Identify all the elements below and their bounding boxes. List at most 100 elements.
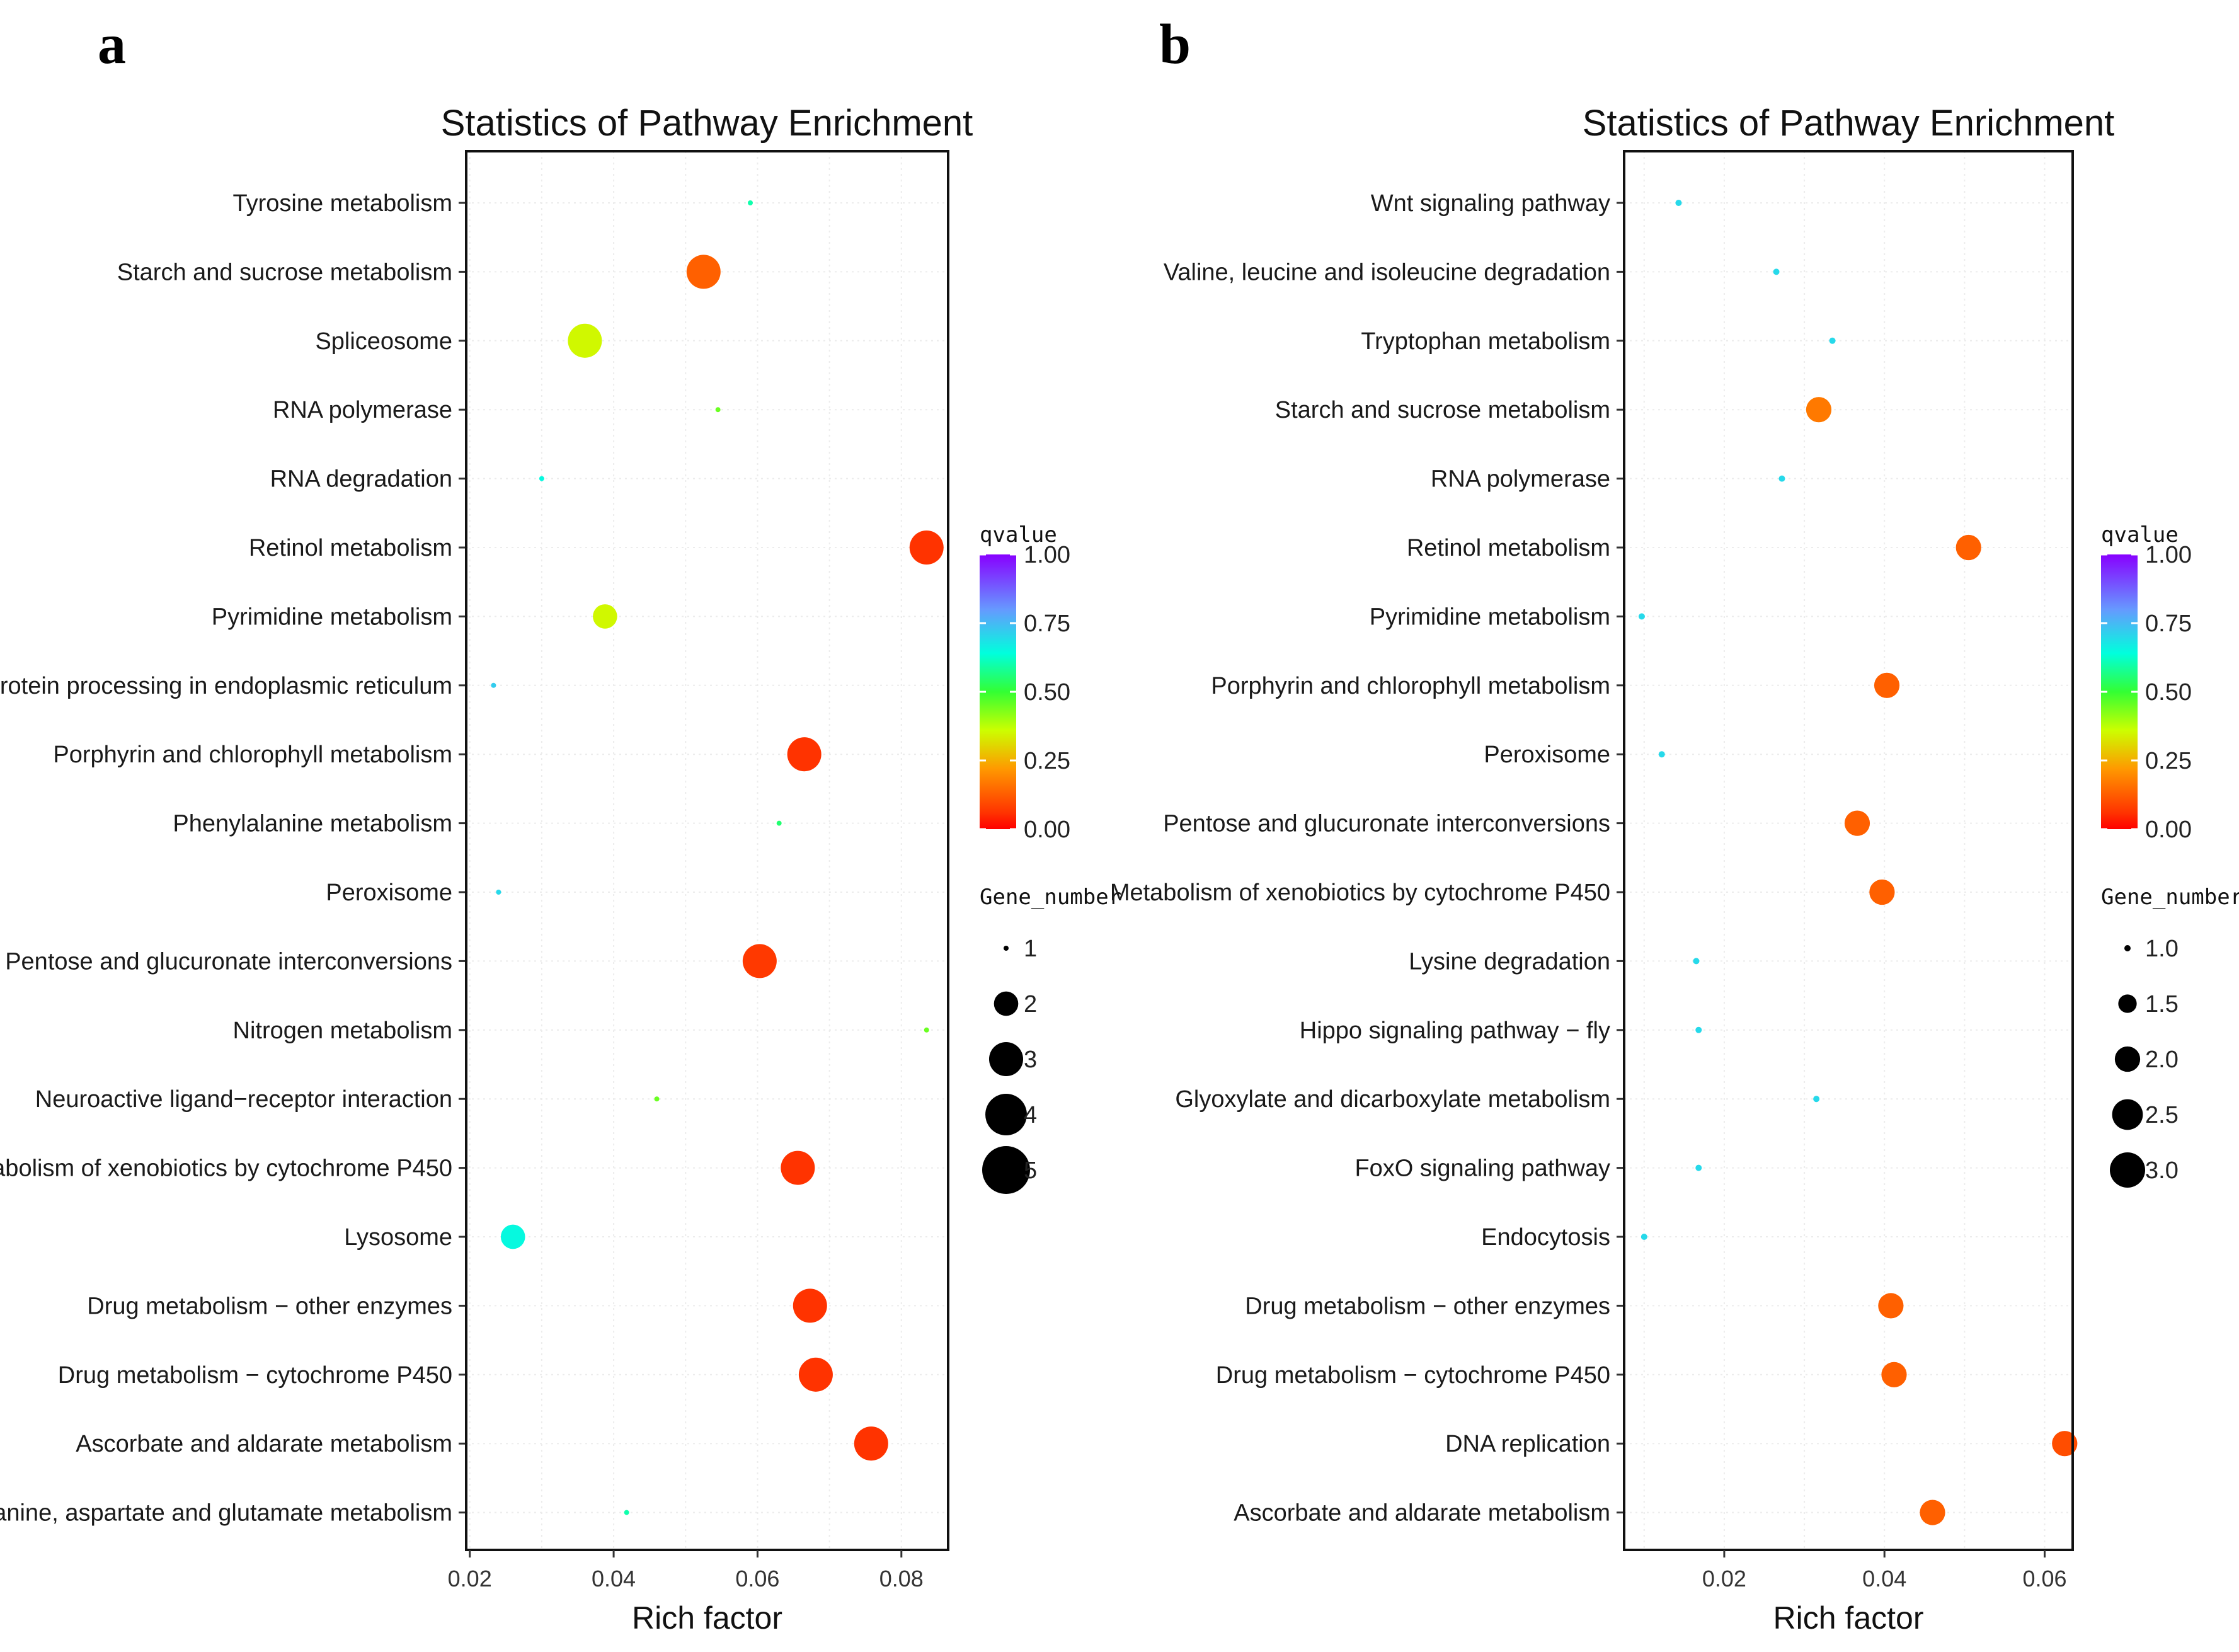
color-legend-label: 0.25 <box>2145 748 2192 774</box>
size-legend-title: Gene_number <box>2101 885 2239 910</box>
chart-title: Statistics of Pathway Enrichment <box>1583 103 2115 144</box>
y-tick-label: DNA replication <box>1445 1431 1610 1457</box>
y-tick-label: Retinol metabolism <box>249 535 452 561</box>
data-point <box>491 682 496 688</box>
x-tick-label: 0.08 <box>879 1566 924 1592</box>
panel-label: b <box>1159 13 1191 76</box>
x-tick-label: 0.02 <box>1702 1566 1746 1592</box>
data-point <box>2052 1431 2078 1457</box>
color-legend-label: 1.00 <box>1024 542 1070 568</box>
data-point <box>500 1224 525 1249</box>
y-tick-label: Tyrosine metabolism <box>233 190 452 217</box>
y-tick-label: Glyoxylate and dicarboxylate metabolism <box>1175 1086 1610 1113</box>
y-tick-label: Tryptophan metabolism <box>1361 328 1610 355</box>
size-legend-label: 1 <box>1024 936 1037 962</box>
y-tick-label: Neuroactive ligand−receptor interaction <box>35 1086 452 1113</box>
panel-b: b Statistics of Pathway Enrichment Wnt sig… <box>1110 13 2239 1636</box>
x-tick-label: 0.06 <box>735 1566 779 1592</box>
y-tick-label: Pentose and glucuronate interconversions <box>5 948 452 975</box>
y-tick-label: Metabolism of xenobiotics by cytochrome … <box>1110 880 1610 906</box>
panel-label: a <box>98 13 126 76</box>
data-point <box>686 255 721 289</box>
data-point <box>496 890 501 895</box>
data-point <box>1869 879 1895 905</box>
y-tick-label: Alanine, aspartate and glutamate metabol… <box>0 1500 452 1527</box>
data-point <box>742 944 777 978</box>
data-point <box>854 1426 888 1461</box>
data-point <box>715 407 721 413</box>
data-point <box>1693 958 1700 965</box>
size-legend-dot <box>988 1041 1024 1077</box>
panel-a: a Statistics of Pathway Enrichment Tyrosin… <box>0 13 1121 1636</box>
color-legend-label: 0.25 <box>1024 748 1070 774</box>
y-tick-label: Drug metabolism − cytochrome P450 <box>1216 1362 1610 1389</box>
y-tick-label: Phenylalanine metabolism <box>173 811 452 837</box>
x-axis-label: Rich factor <box>1773 1600 1924 1636</box>
data-point <box>593 604 617 629</box>
size-legend-dot <box>994 991 1019 1016</box>
size-legend-dot <box>982 1146 1030 1194</box>
y-tick-label: Lysine degradation <box>1409 948 1610 975</box>
y-tick-label: Valine, leucine and isoleucine degradati… <box>1164 259 1610 285</box>
color-legend-label: 0.00 <box>1024 817 1070 843</box>
size-legend-dot <box>1004 946 1009 951</box>
y-tick-label: Drug metabolism − other enzymes <box>1245 1293 1610 1319</box>
data-point <box>1920 1500 1945 1525</box>
data-point <box>1956 534 1981 561</box>
y-tick-label: Wnt signaling pathway <box>1371 190 1610 217</box>
y-tick-label: Pentose and glucuronate interconversions <box>1163 811 1610 837</box>
x-tick-label: 0.04 <box>1862 1566 1906 1592</box>
data-point <box>1695 1164 1702 1171</box>
data-point <box>539 476 544 481</box>
y-tick-label: Drug metabolism − cytochrome P450 <box>58 1362 452 1389</box>
color-legend-label: 0.75 <box>1024 611 1070 637</box>
data-point <box>798 1357 833 1392</box>
data-point <box>1878 1293 1904 1319</box>
y-tick-label: Hippo signaling pathway − fly <box>1300 1018 1610 1044</box>
size-legend-label: 3 <box>1024 1047 1037 1073</box>
y-tick-label: Protein processing in endoplasmic reticu… <box>0 673 452 699</box>
y-tick-label: Pyrimidine metabolism <box>1370 604 1610 630</box>
data-point <box>1829 337 1836 344</box>
y-tick-label: Porphyrin and chlorophyll metabolism <box>1211 673 1610 699</box>
data-point <box>1773 268 1780 275</box>
data-point <box>1695 1026 1702 1033</box>
y-tick-label: Pyrimidine metabolism <box>212 604 452 630</box>
color-legend-label: 0.50 <box>2145 679 2192 706</box>
size-legend-label: 3.0 <box>2145 1157 2179 1184</box>
data-points <box>1638 200 2078 1525</box>
size-legend-title: Gene_number <box>980 885 1121 910</box>
y-tick-label: Porphyrin and chlorophyll metabolism <box>53 742 452 768</box>
y-tick-label: Retinol metabolism <box>1407 535 1610 561</box>
size-legend-label: 4 <box>1024 1102 1037 1128</box>
x-tick-label: 0.06 <box>2022 1566 2066 1592</box>
size-legend-label: 5 <box>1024 1157 1037 1184</box>
data-point <box>1881 1362 1907 1387</box>
data-point <box>748 200 753 205</box>
size-legend-label: 2.5 <box>2145 1102 2179 1128</box>
y-tick-label: Ascorbate and aldarate metabolism <box>1234 1500 1610 1527</box>
data-point <box>568 323 602 358</box>
data-point <box>924 1027 929 1033</box>
color-legend-title: qvalue <box>2101 522 2179 548</box>
data-point <box>1874 672 1900 698</box>
y-tick-label: Endocytosis <box>1481 1224 1610 1251</box>
y-tick-label: Spliceosome <box>315 328 452 355</box>
y-tick-label: RNA degradation <box>270 466 452 493</box>
plot-frame <box>465 150 949 1551</box>
size-legend-dot <box>2118 994 2137 1013</box>
gridlines <box>1624 151 2073 1550</box>
y-tick-label: Lysosome <box>344 1224 452 1251</box>
data-point <box>909 530 944 565</box>
data-point <box>776 820 782 826</box>
data-point <box>1806 397 1832 423</box>
data-point <box>1778 475 1785 482</box>
data-point <box>624 1510 629 1515</box>
size-legend-label: 2 <box>1024 991 1037 1018</box>
y-tick-label: Starch and sucrose metabolism <box>1275 397 1610 423</box>
y-tick-label: Metabolism of xenobiotics by cytochrome … <box>0 1156 452 1182</box>
color-legend-label: 0.50 <box>1024 679 1070 706</box>
y-tick-label: Peroxisome <box>326 880 452 906</box>
size-legend-dot <box>2112 1099 2143 1130</box>
